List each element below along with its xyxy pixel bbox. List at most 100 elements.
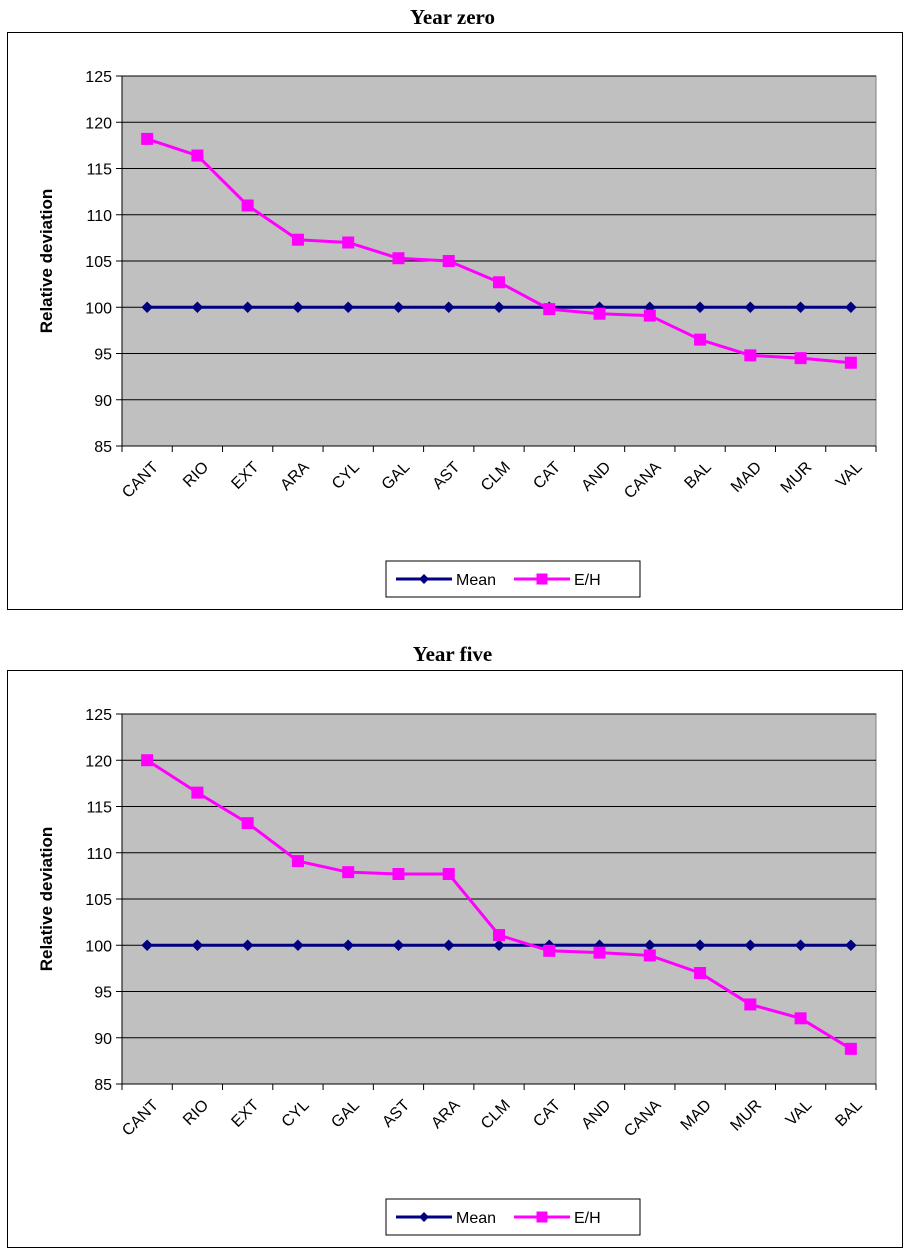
data-point-mean-rio [191,301,204,313]
y-tick-label: 115 [86,162,112,179]
data-point-mean-clm [493,939,505,951]
y-tick-label: 100 [85,938,112,955]
x-tick-label-mur: MUR [727,1097,765,1135]
y-axis-title: Relative deviation [37,827,56,972]
data-point-mean-ara [292,301,304,313]
y-tick-label: 125 [85,69,112,86]
data-point-mean-bal [845,939,857,951]
x-tick-label-mad: MAD [728,459,765,496]
data-point-e-h-cat [543,944,556,957]
chart-title-year-five: Year five [412,642,493,666]
data-point-mean-gal [392,301,405,313]
x-tick-label-gal: GAL [379,459,414,494]
data-point-mean-gal [342,939,354,951]
x-tick-label-mur: MUR [778,459,816,497]
data-point-e-h-cat [543,303,556,316]
data-point-e-h-cana [643,949,656,962]
x-tick-label-clm: CLM [478,459,514,495]
y-tick-label: 115 [86,800,112,817]
line-chart-year-zero: 85 90 95 100 105 110 115 120 125 CANT RIO EXT ARA CYL… [37,69,877,598]
data-point-e-h-rio [191,149,204,162]
data-point-e-h-ext [241,817,254,830]
data-point-mean-cyl [292,939,304,951]
legend-marker-eh [536,573,548,585]
x-tick-label-mad: MAD [678,1097,715,1134]
legend: Mean E/H [385,1198,641,1236]
x-tick-label-cant: CANT [119,1097,162,1140]
data-point-mean-bal [694,301,706,313]
data-point-mean-mur [794,301,807,313]
y-tick-label: 100 [85,300,112,317]
data-point-e-h-bal [694,333,707,346]
data-point-e-h-mad [744,349,757,362]
data-point-e-h-bal [844,1042,857,1055]
data-point-e-h-and [593,307,606,320]
data-point-e-h-and [593,946,606,959]
x-tick-label-rio: RIO [180,1097,212,1129]
data-point-mean-val [845,301,857,313]
data-point-mean-ara [443,939,455,951]
x-tick-label-cant: CANT [119,459,162,502]
y-tick-label: 125 [85,707,112,724]
data-point-mean-val [794,939,807,951]
x-tick-label-cat: CAT [530,459,564,493]
data-point-e-h-ast [442,255,455,267]
legend-marker-mean [419,574,429,584]
legend-marker-eh [536,1211,548,1223]
data-point-e-h-ara [442,868,455,881]
data-point-mean-cant [141,301,153,313]
x-tick-label-gal: GAL [328,1097,363,1132]
y-tick-label: 95 [94,985,112,1002]
x-tick-label-clm: CLM [478,1097,514,1133]
data-point-e-h-val [844,356,857,369]
y-tick-label: 105 [85,254,112,271]
data-point-e-h-ext [241,199,254,212]
data-point-e-h-gal [392,252,405,265]
x-tick-label-and: AND [578,1097,614,1133]
data-point-e-h-mur [794,352,807,365]
data-point-e-h-rio [191,786,204,799]
y-tick-label: 120 [85,753,112,770]
y-tick-label: 110 [86,208,112,225]
data-point-e-h-cyl [342,236,355,249]
line-chart-year-five: 85 90 95 100 105 110 115 120 125 CANT RIO EXT CYL GAL… [37,707,877,1236]
y-tick-label: 105 [85,892,112,909]
data-point-e-h-val [794,1012,807,1025]
data-point-e-h-ara [291,233,304,246]
data-point-e-h-mad [694,967,707,979]
x-tick-label-bal: BAL [832,1097,865,1130]
x-tick-label-ext: EXT [228,1097,262,1131]
x-tick-label-ast: AST [430,459,464,493]
y-tick-label: 90 [94,1031,112,1048]
x-tick-label-val: VAL [783,1097,816,1130]
data-point-mean-mad [694,939,706,951]
y-tick-label: 110 [86,846,112,863]
data-point-e-h-clm [493,929,505,942]
x-tick-label-cana: CANA [621,459,665,503]
data-point-mean-rio [191,939,204,951]
data-point-e-h-clm [493,276,505,289]
legend-label-eh: E/H [574,572,601,589]
data-point-e-h-gal [342,866,355,879]
x-tick-label-ara: ARA [428,1097,464,1133]
data-point-mean-ast [392,939,405,951]
y-tick-label: 85 [94,1077,112,1094]
legend-label-mean: Mean [456,572,496,589]
x-tick-label-ara: ARA [277,459,313,495]
legend-marker-mean [419,1212,429,1222]
x-tick-label-ast: AST [379,1097,413,1131]
legend-label-eh: E/H [574,1210,601,1227]
x-tick-label-cana: CANA [621,1097,665,1141]
x-tick-label-rio: RIO [180,459,212,491]
data-point-e-h-cyl [291,855,304,868]
data-point-mean-ext [241,301,254,313]
y-tick-label: 120 [85,115,112,132]
x-tick-label-cyl: CYL [279,1097,313,1131]
x-tick-label-and: AND [578,459,614,495]
data-point-mean-clm [493,301,505,313]
data-point-mean-cyl [342,301,354,313]
y-tick-label: 90 [94,393,112,410]
chart-title-year-zero: Year zero [410,5,495,29]
data-point-mean-cant [141,939,153,951]
x-tick-label-ext: EXT [228,459,262,493]
